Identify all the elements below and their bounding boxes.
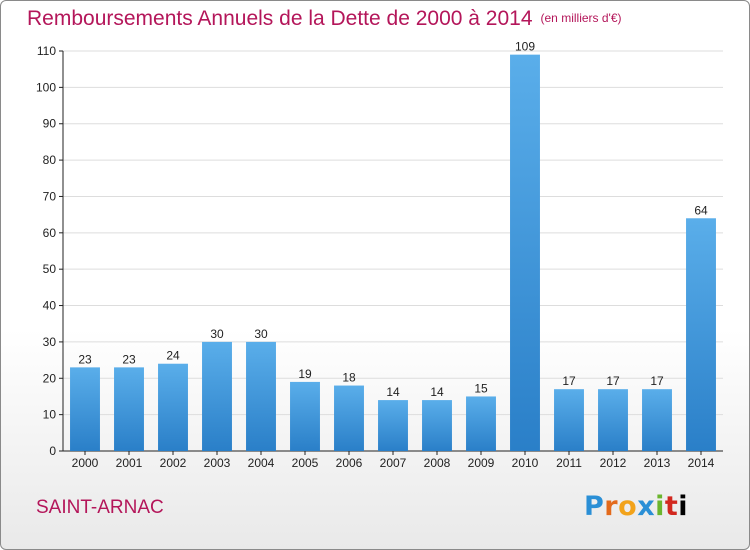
bar: [466, 396, 496, 451]
bar: [686, 218, 716, 451]
x-tick-label: 2010: [512, 456, 539, 470]
title-unit: (en milliers d'€): [540, 11, 622, 25]
bar: [114, 367, 144, 451]
bar: [598, 389, 628, 451]
x-tick-label: 2013: [644, 456, 671, 470]
bar-value-label: 19: [298, 367, 312, 381]
town-name: SAINT-ARNAC: [36, 497, 164, 518]
x-tick-label: 2004: [248, 456, 275, 470]
bar: [378, 400, 408, 451]
x-tick-label: 2002: [160, 456, 187, 470]
bar: [510, 54, 540, 452]
bar-value-label: 15: [474, 381, 488, 395]
y-tick-label: 20: [43, 371, 57, 385]
bar: [158, 363, 188, 451]
bar: [554, 389, 584, 451]
bar-value-label: 17: [562, 374, 576, 388]
bar-value-label: 17: [606, 374, 620, 388]
y-tick-label: 110: [37, 44, 56, 58]
x-tick-label: 2006: [336, 456, 363, 470]
bar: [290, 381, 320, 451]
bar: [642, 389, 672, 451]
proxiti-logo: Proxiti: [584, 491, 689, 522]
y-tick-label: 60: [43, 226, 57, 240]
y-tick-label: 10: [43, 408, 57, 422]
bar-value-label: 23: [78, 352, 92, 366]
bar: [202, 341, 232, 451]
bar-value-label: 109: [515, 40, 535, 54]
y-tick-label: 40: [43, 299, 57, 313]
x-tick-label: 2014: [688, 456, 715, 470]
x-tick-label: 2000: [72, 456, 99, 470]
bar: [246, 341, 276, 451]
bar: [334, 385, 364, 451]
bar-value-label: 17: [650, 374, 664, 388]
bar: [422, 400, 452, 451]
y-tick-label: 70: [43, 189, 57, 203]
y-tick-label: 100: [36, 80, 56, 94]
bar: [70, 367, 100, 451]
x-tick-label: 2007: [380, 456, 407, 470]
x-tick-label: 2005: [292, 456, 319, 470]
bar-value-label: 30: [210, 327, 224, 341]
x-tick-label: 2012: [600, 456, 627, 470]
bar-value-label: 30: [254, 327, 268, 341]
y-tick-label: 50: [43, 262, 57, 276]
x-tick-label: 2009: [468, 456, 495, 470]
y-tick-label: 0: [49, 444, 56, 458]
x-tick-label: 2008: [424, 456, 451, 470]
x-tick-label: 2001: [116, 456, 143, 470]
title-text: Remboursements Annuels de la Dette de 20…: [27, 7, 533, 30]
bar-value-label: 18: [342, 371, 356, 385]
chart-title: Remboursements Annuels de la Dette de 20…: [27, 7, 622, 31]
y-tick-label: 80: [43, 153, 57, 167]
y-tick-label: 90: [43, 117, 57, 131]
x-tick-label: 2003: [204, 456, 231, 470]
x-tick-label: 2011: [556, 456, 582, 470]
bar-value-label: 23: [122, 352, 136, 366]
bar-value-label: 64: [694, 203, 708, 217]
bar-value-label: 24: [166, 349, 180, 363]
bar-value-label: 14: [430, 385, 444, 399]
y-tick-label: 30: [43, 335, 57, 349]
bar-value-label: 14: [386, 385, 400, 399]
